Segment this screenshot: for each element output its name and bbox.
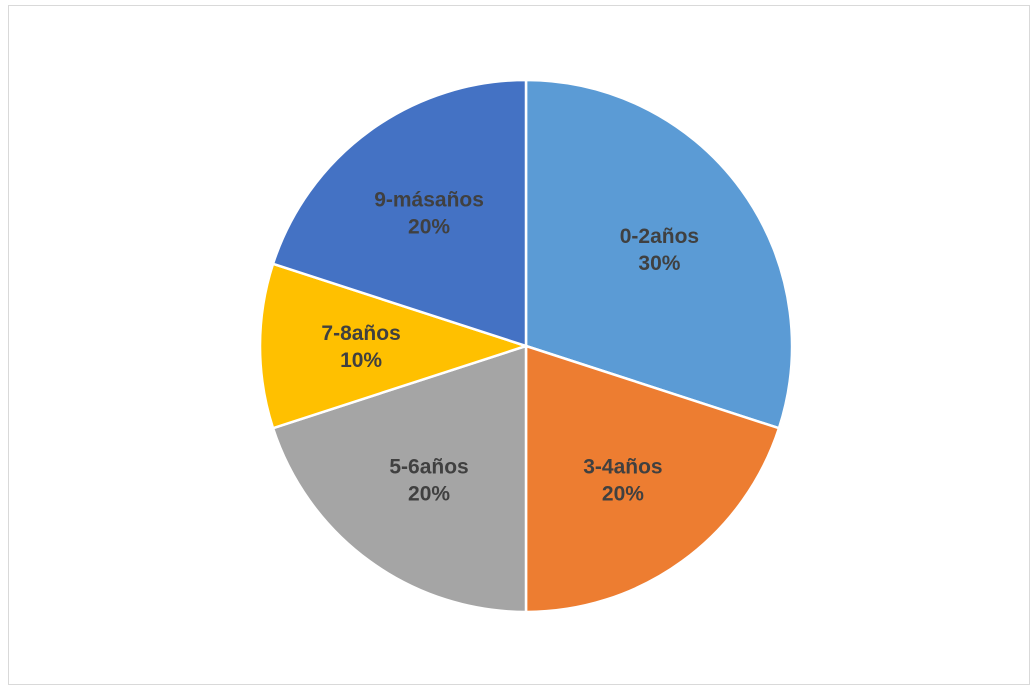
pie-slice-0 bbox=[524, 78, 794, 430]
slice-value-label-3: 10% bbox=[340, 349, 382, 372]
slice-value-label-1: 20% bbox=[602, 482, 644, 505]
slice-category-label-1: 3-4años bbox=[583, 455, 662, 478]
slice-category-label-2: 5-6años bbox=[389, 455, 468, 478]
labels-layer: 0-2años 30% 3-4años 20% 5-6años 20% 7-8años 10%… bbox=[321, 189, 699, 506]
slices-layer bbox=[258, 78, 794, 614]
pie-slice-4 bbox=[271, 78, 528, 348]
pie-slice-3 bbox=[258, 262, 528, 430]
pie-slice-1 bbox=[524, 344, 781, 614]
slice-category-label-4: 9-másaños bbox=[374, 189, 484, 212]
slice-value-label-4: 20% bbox=[408, 216, 450, 239]
slice-category-label-0: 0-2años bbox=[620, 225, 699, 248]
slice-category-label-3: 7-8años bbox=[321, 322, 400, 345]
pie-slice-2 bbox=[271, 344, 528, 614]
slice-value-label-0: 30% bbox=[638, 252, 680, 275]
slice-value-label-2: 20% bbox=[408, 482, 450, 505]
